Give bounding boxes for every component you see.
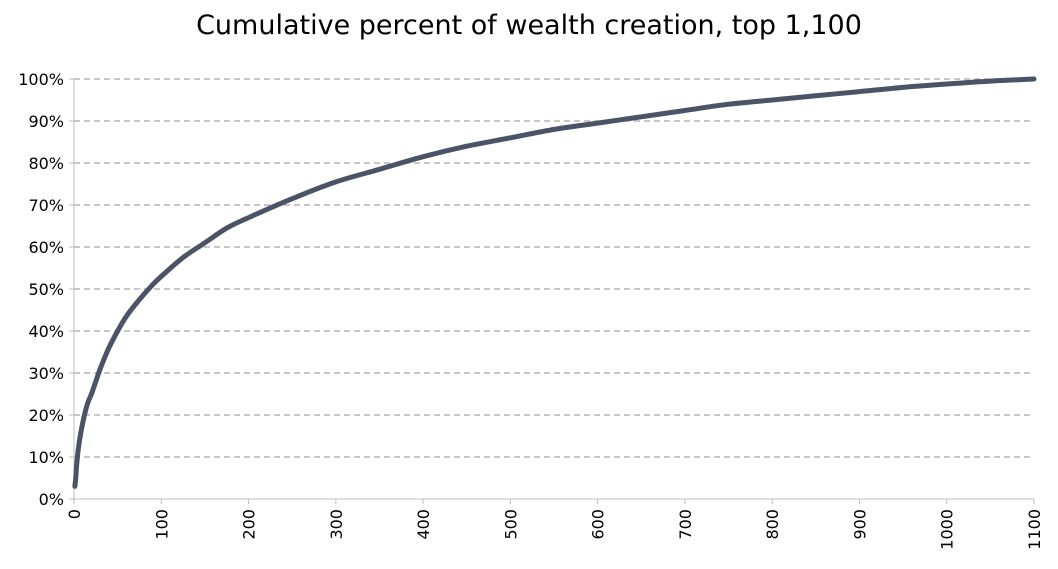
x-tick-label: 1100 xyxy=(1025,509,1044,550)
x-axis-tick-labels: 0 100 200 300 400 500 600 700 800 900 1000 1100 xyxy=(65,509,1044,550)
grid-lines xyxy=(74,78,1034,458)
x-tick-label: 100 xyxy=(152,509,171,540)
x-tick-label: 700 xyxy=(676,509,695,540)
x-tick-label: 1000 xyxy=(938,509,957,550)
y-tick-label: 60% xyxy=(28,238,64,257)
y-axis-tick-labels: 0% 10% 20% 30% 40% 50% 60% 70% 80% 90% 100% xyxy=(18,70,64,509)
y-tick-label: 10% xyxy=(28,448,64,467)
y-tick-label: 50% xyxy=(28,280,64,299)
y-tick-label: 70% xyxy=(28,196,64,215)
x-tick-label: 200 xyxy=(240,509,259,540)
x-tick-label: 600 xyxy=(589,509,608,540)
x-tick-label: 800 xyxy=(763,509,782,540)
x-tick-label: 0 xyxy=(65,509,84,519)
y-tick-label: 100% xyxy=(18,70,64,89)
x-tick-label: 900 xyxy=(850,509,869,540)
series-line xyxy=(72,76,1037,489)
x-tick-label: 500 xyxy=(501,509,520,540)
y-tick-label: 20% xyxy=(28,406,64,425)
y-tick-label: 90% xyxy=(28,112,64,131)
axes xyxy=(69,78,1035,504)
y-tick-label: 80% xyxy=(28,154,64,173)
y-tick-label: 0% xyxy=(39,490,64,509)
x-tick-label: 300 xyxy=(327,509,346,540)
x-tick-label: 400 xyxy=(414,509,433,540)
chart-title: Cumulative percent of wealth creation, t… xyxy=(196,10,862,41)
series-layer xyxy=(72,76,1037,489)
y-tick-label: 30% xyxy=(28,364,64,383)
y-tick-label: 40% xyxy=(28,322,64,341)
